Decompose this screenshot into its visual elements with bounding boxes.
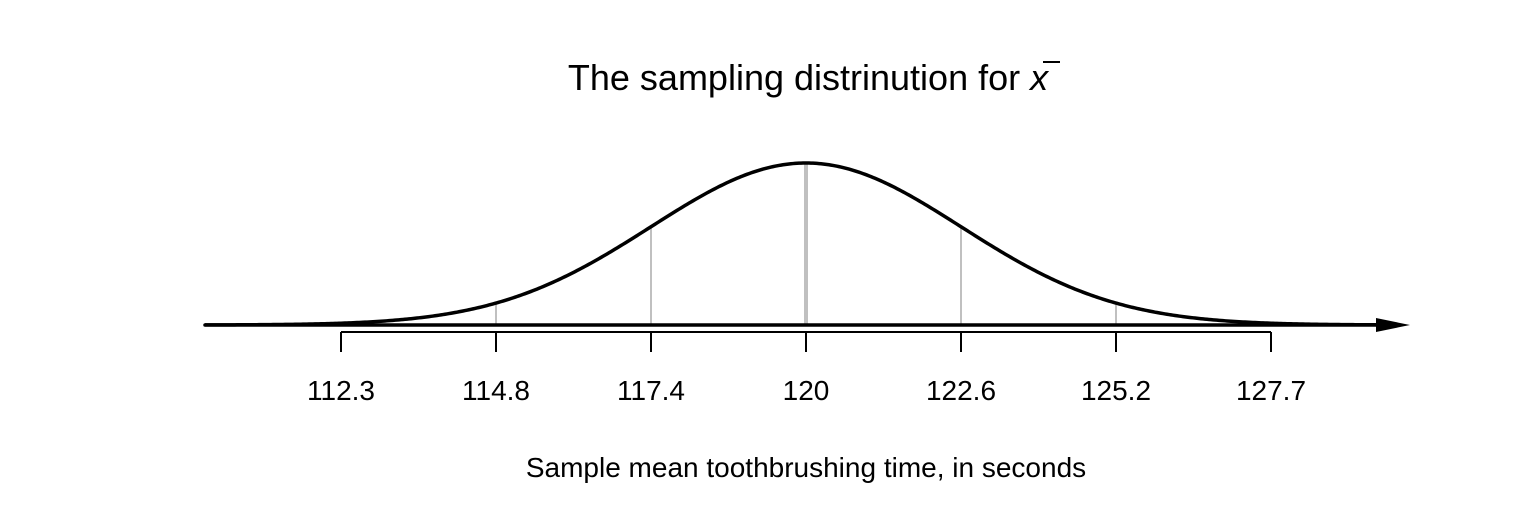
tick-label: 125.2 bbox=[1081, 375, 1151, 406]
tick-label: 112.3 bbox=[307, 375, 375, 406]
chart-title: The sampling distrinution for x bbox=[568, 57, 1050, 98]
tick-label: 122.6 bbox=[926, 375, 996, 406]
sd-reference-lines bbox=[340, 163, 1272, 325]
axis-arrow-icon bbox=[1376, 318, 1410, 332]
axis-ticks: 112.3 114.8 117.4 120 122.6 125.2 127.7 bbox=[307, 332, 1306, 406]
x-bar-symbol: x bbox=[1028, 57, 1050, 98]
tick-label: 120 bbox=[783, 375, 830, 406]
x-axis-label: Sample mean toothbrushing time, in secon… bbox=[526, 452, 1086, 483]
normal-curve bbox=[205, 161, 1399, 327]
tick-label: 117.4 bbox=[617, 375, 685, 406]
tick-label: 114.8 bbox=[462, 375, 530, 406]
tick-label: 127.7 bbox=[1236, 375, 1306, 406]
